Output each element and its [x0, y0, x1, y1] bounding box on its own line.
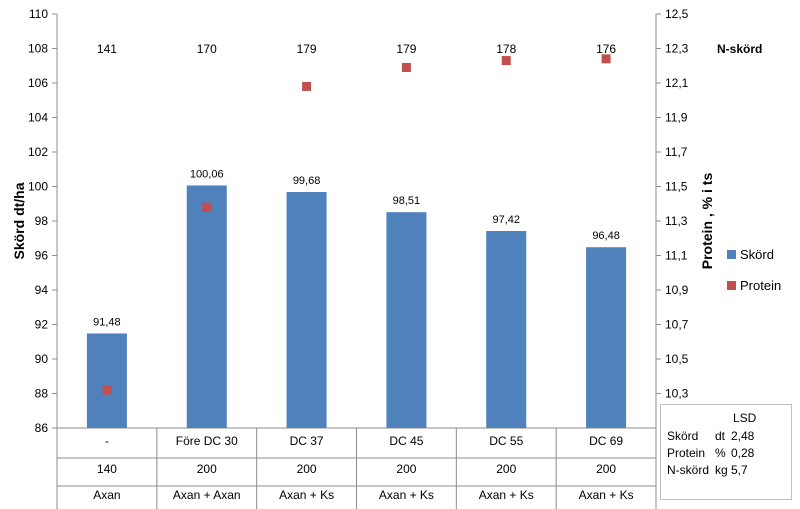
category-label: 200 — [396, 462, 416, 476]
legend-swatch-protein — [727, 281, 736, 290]
legend-label-skord: Skörd — [740, 247, 774, 262]
category-label: 200 — [297, 462, 317, 476]
category-label: Axan + Ks — [479, 488, 534, 502]
category-label: DC 45 — [389, 434, 423, 448]
lsd-unit: dt — [715, 429, 726, 443]
y-tick-label: 104 — [28, 111, 48, 125]
bar-value-label: 100,06 — [190, 168, 224, 180]
y2-tick-label: 12,3 — [665, 42, 689, 56]
y-tick-label: 86 — [35, 421, 49, 435]
lsd-value: 5,7 — [731, 463, 748, 477]
n-skord-value: 170 — [197, 42, 217, 56]
lsd-title: LSD — [733, 411, 757, 425]
y-tick-label: 106 — [28, 76, 48, 90]
y2-tick-label: 10,9 — [665, 283, 689, 297]
y2-tick-label: 11,1 — [665, 249, 688, 263]
y-tick-label: 102 — [28, 145, 48, 159]
lsd-unit: kg — [715, 463, 728, 477]
bar-skord — [586, 247, 627, 428]
y2-tick-label: 11,7 — [665, 145, 688, 159]
n-skord-value: 176 — [596, 42, 616, 56]
y-tick-label: 100 — [28, 180, 48, 194]
category-label: Axan + Ks — [279, 488, 334, 502]
lsd-row-n-skord: N-skörd kg 5,7 — [667, 463, 748, 477]
y2-axis-title: Protein , % i ts — [699, 173, 715, 270]
bar-skord — [286, 192, 327, 428]
y2-tick-label: 11,9 — [665, 111, 688, 125]
point-protein — [501, 56, 511, 66]
y-tick-label: 108 — [28, 42, 48, 56]
y-tick-label: 98 — [35, 214, 49, 228]
y-tick-label: 96 — [35, 249, 49, 263]
y2-tick-label: 10,5 — [665, 352, 689, 366]
category-label: DC 55 — [489, 434, 523, 448]
lsd-name: N-skörd — [667, 463, 710, 477]
lsd-name: Protein — [667, 446, 706, 460]
point-protein — [601, 54, 611, 64]
bar-value-label: 98,51 — [393, 195, 421, 207]
legend-swatch-skord — [727, 250, 736, 259]
category-label: 140 — [97, 462, 117, 476]
lsd-table: LSD Skörd dt 2,48 Protein% 0,28 N-skörd kg 5,… — [660, 404, 792, 500]
category-label: Axan — [93, 488, 120, 502]
point-protein — [401, 62, 411, 72]
category-label: DC 69 — [589, 434, 623, 448]
lsd-row-skord: Skörd dt 2,48 — [667, 429, 754, 443]
bar-value-label: 96,48 — [592, 230, 620, 242]
point-protein — [102, 385, 112, 395]
y2-tick-label: 12,1 — [665, 76, 689, 90]
lsd-unit: % — [715, 446, 726, 460]
protein-points — [102, 54, 611, 395]
lsd-value: 2,48 — [731, 429, 755, 443]
y-tick-label: 110 — [29, 7, 48, 21]
category-label: 200 — [596, 462, 616, 476]
category-label: 200 — [197, 462, 217, 476]
bars — [86, 185, 627, 428]
point-protein — [302, 81, 312, 91]
category-label: DC 37 — [290, 434, 324, 448]
category-label: Axan + Ks — [579, 488, 634, 502]
point-protein — [202, 202, 212, 212]
bar-value-label: 99,68 — [293, 175, 321, 187]
labels: 91,48 100,06 99,68 98,51 97,42 96,48 141 170 179… — [93, 42, 781, 502]
category-label: Före DC 30 — [176, 434, 238, 448]
n-skord-value: 178 — [496, 42, 516, 56]
n-skord-value: 179 — [396, 42, 416, 56]
y-axis-title: Skörd dt/ha — [11, 182, 27, 259]
y2-tick-label: 12,5 — [665, 7, 689, 21]
y2-tick-label: 11,3 — [665, 214, 688, 228]
y2-tick-label: 10,3 — [665, 387, 689, 401]
y-tick-label: 88 — [35, 387, 49, 401]
category-label: Axan + Axan — [173, 488, 241, 502]
category-label: Axan + Ks — [379, 488, 434, 502]
lsd-row-protein: Protein% 0,28 — [667, 446, 754, 460]
lsd-name: Skörd — [667, 429, 699, 443]
y-tick-label: 94 — [35, 283, 49, 297]
y-tick-label: 92 — [35, 318, 49, 332]
legend-label-protein: Protein — [740, 278, 781, 293]
y2-tick-label: 11,5 — [665, 180, 688, 194]
category-label: 200 — [496, 462, 516, 476]
y-tick-label: 90 — [35, 352, 49, 366]
bar-value-label: 97,42 — [492, 214, 520, 226]
bar-skord — [86, 333, 127, 428]
axes: 86 88 90 92 94 96 98 100 102 104 106 108 110 10,3 10,5… — [11, 7, 715, 509]
bar-skord — [486, 231, 527, 428]
n-skord-label: N-skörd — [717, 42, 762, 56]
y2-tick-label: 10,7 — [665, 318, 689, 332]
n-skord-value: 141 — [97, 42, 117, 56]
n-skord-value: 179 — [297, 42, 317, 56]
bar-skord — [186, 185, 227, 428]
category-label: - — [105, 434, 109, 448]
bar-skord — [386, 212, 427, 428]
lsd-value: 0,28 — [731, 446, 755, 460]
bar-value-label: 91,48 — [93, 316, 121, 328]
